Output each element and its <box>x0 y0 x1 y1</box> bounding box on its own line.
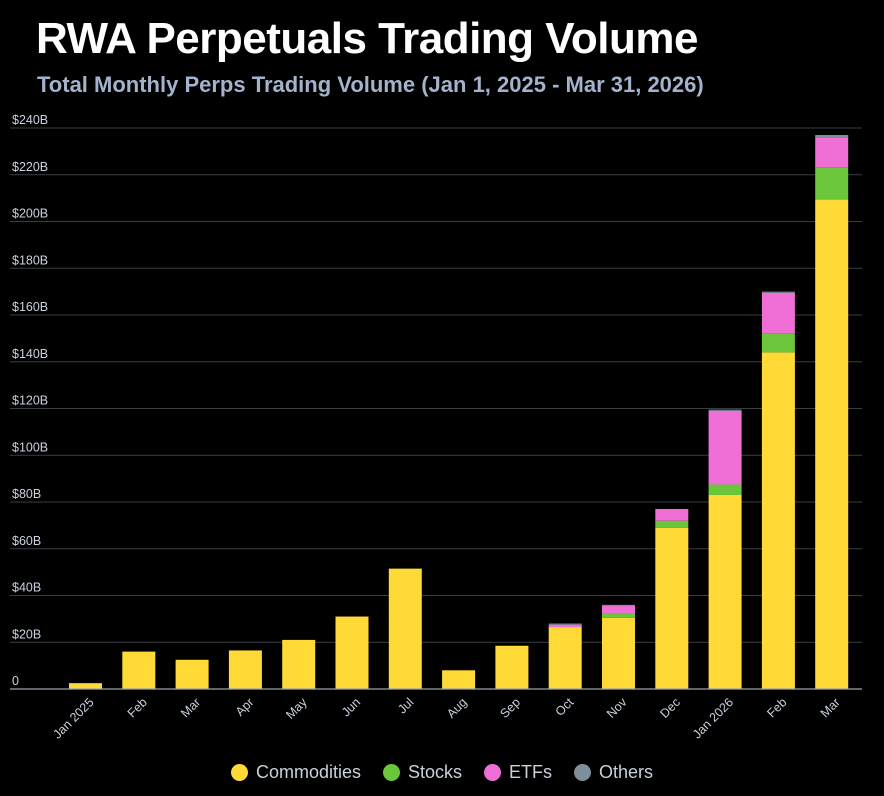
bar-stocks <box>761 333 795 353</box>
bar-etfs <box>761 292 795 334</box>
bar-commodities <box>548 627 582 689</box>
y-tick-label: 0 <box>12 674 19 688</box>
y-tick-label: $40B <box>12 581 41 595</box>
x-tick-label: Jan 2025 <box>50 695 96 741</box>
bar-etfs <box>815 137 849 168</box>
y-tick-label: $180B <box>12 253 48 267</box>
x-tick-label: Apr <box>233 695 257 719</box>
y-tick-label: $160B <box>12 300 48 314</box>
bar-commodities <box>388 568 422 689</box>
x-tick-label: Dec <box>657 695 683 721</box>
legend-label: Commodities <box>255 762 361 782</box>
bar-etfs <box>655 509 689 521</box>
bar-commodities <box>228 650 262 689</box>
legend-label: Stocks <box>407 762 463 782</box>
bar-others <box>548 623 582 625</box>
legend-label: ETFs <box>509 762 553 782</box>
x-tick-label: Jul <box>395 695 416 716</box>
bar-others <box>761 291 795 293</box>
x-tick-label: Feb <box>764 695 789 720</box>
x-tick-label: Feb <box>125 695 150 720</box>
bar-others <box>602 604 635 607</box>
bar-stocks <box>655 520 689 528</box>
bar-etfs <box>548 624 582 628</box>
bar-commodities <box>282 639 316 689</box>
bar-commodities <box>335 616 369 689</box>
chart-subtitle: Total Monthly Perps Trading Volume (Jan … <box>37 72 704 97</box>
y-tick-label: $240B <box>12 113 48 127</box>
y-tick-label: $120B <box>12 394 48 408</box>
x-tick-label: Aug <box>444 695 470 721</box>
bar-stocks <box>708 484 742 495</box>
legend-label: Others <box>599 762 654 782</box>
y-tick-label: $20B <box>12 627 41 641</box>
bar-commodities <box>442 670 476 689</box>
bar-commodities <box>175 659 209 689</box>
bar-others <box>815 135 849 138</box>
bar-commodities <box>761 352 795 689</box>
legend-swatch <box>574 764 592 781</box>
bar-etfs <box>708 410 742 485</box>
y-tick-label: $100B <box>12 440 48 454</box>
y-tick-label: $220B <box>12 160 48 174</box>
stacked-bar-chart: 0 $20B $40B $60B $80B $100B $120B $140B $160B $18… <box>10 113 862 741</box>
bar-commodities <box>815 199 849 689</box>
bar-commodities <box>69 683 102 689</box>
bar-others <box>708 409 742 411</box>
bar-commodities <box>708 494 742 689</box>
bar-stocks <box>602 613 635 618</box>
x-tick-label: Jun <box>339 695 363 719</box>
legend-swatch <box>382 764 400 781</box>
bar-etfs <box>602 606 635 614</box>
chart-title: RWA Perpetuals Trading Volume <box>36 14 698 63</box>
x-tick-label: Sep <box>497 695 523 721</box>
legend-item-stocks[interactable]: Stocks <box>382 762 463 783</box>
legend-swatch <box>230 764 248 781</box>
legend-swatch <box>484 764 502 781</box>
x-tick-label: Nov <box>604 695 630 721</box>
y-tick-label: $140B <box>12 347 48 361</box>
bar-commodities <box>495 645 529 689</box>
x-tick-label: Oct <box>553 695 577 719</box>
legend-item-others[interactable]: Others <box>574 762 653 783</box>
legend-item-etfs[interactable]: ETFs <box>484 762 552 783</box>
x-tick-label: Mar <box>178 695 203 720</box>
y-tick-label: $60B <box>12 534 41 548</box>
bar-commodities <box>602 617 635 689</box>
bar-commodities <box>122 651 156 689</box>
y-tick-label: $80B <box>12 487 41 501</box>
x-tick-label: Mar <box>818 695 843 720</box>
y-tick-label: $200B <box>12 207 48 221</box>
bar-stocks <box>815 167 849 200</box>
x-tick-label: May <box>283 695 310 722</box>
chart-legend: Commodities Stocks ETFs Others <box>0 762 884 783</box>
x-tick-label: Jan 2026 <box>690 695 736 741</box>
legend-item-commodities[interactable]: Commodities <box>230 762 361 783</box>
bar-commodities <box>655 527 689 689</box>
